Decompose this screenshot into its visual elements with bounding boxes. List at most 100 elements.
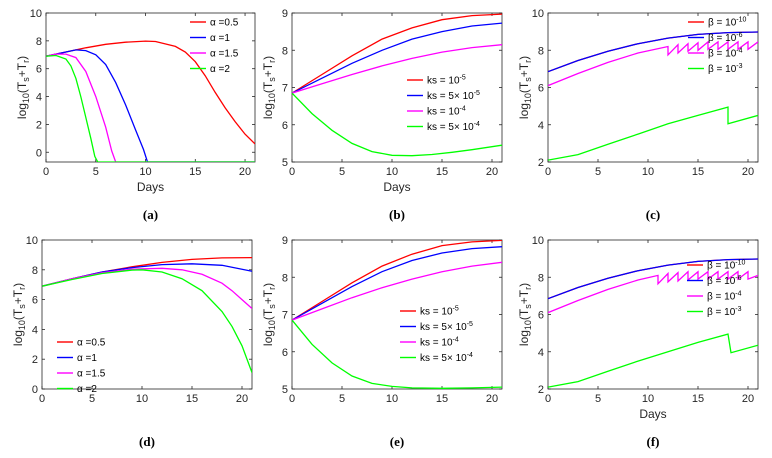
y-tick-label: 7 — [282, 310, 288, 322]
series-line-3 — [46, 53, 255, 162]
panel-label: (e) — [390, 434, 404, 449]
legend: α =0.5 α =1 α =1.5 α =2 — [57, 338, 106, 395]
x-tick-label: 0 — [545, 393, 551, 405]
x-tick-label: 5 — [89, 393, 95, 405]
y-axis-label: log10(Ts+Tr) — [261, 283, 277, 346]
axes-box — [291, 12, 503, 163]
series-line-2 — [548, 31, 758, 73]
x-tick-label: 15 — [436, 393, 448, 405]
x-axis-label: Days — [639, 407, 666, 421]
series-line-2 — [46, 49, 255, 162]
y-tick-label: 0 — [32, 384, 38, 396]
x-tick-label: 5 — [595, 166, 601, 178]
y-tick-label: 9 — [282, 8, 288, 20]
legend-entry: α =2 — [210, 64, 230, 75]
y-axis-label: log10(Ts+Tr) — [517, 56, 533, 119]
x-tick-label: 15 — [186, 393, 198, 405]
series-line-4 — [292, 319, 502, 389]
y-tick-label: 2 — [36, 119, 42, 131]
panel-label: (a) — [143, 207, 158, 222]
panel-label: (d) — [139, 434, 155, 449]
axes-box — [41, 239, 253, 390]
y-tick-label: 8 — [32, 265, 38, 277]
y-tick-label: 4 — [538, 120, 544, 132]
panel-label: (f) — [647, 434, 660, 449]
y-tick-label: 10 — [532, 235, 544, 247]
y-axis-label: log10(Ts+Tr) — [11, 283, 27, 346]
x-tick-label: 0 — [289, 393, 295, 405]
y-tick-label: 5 — [282, 157, 288, 169]
legend-entry: α =1 — [77, 353, 97, 364]
series-line-1 — [292, 13, 502, 94]
y-axis-label: log10(Ts+Tr) — [261, 56, 277, 119]
y-tick-label: 4 — [36, 92, 42, 104]
series-line-3 — [292, 261, 502, 321]
legend-entry: α =1.5 — [210, 49, 239, 60]
legend: α =0.5 α =1 α =1.5 α =2 — [190, 18, 239, 75]
series-line-2 — [292, 246, 502, 321]
series-line-2 — [548, 258, 758, 300]
series-line-4 — [292, 92, 502, 157]
x-tick-label: 5 — [93, 166, 99, 178]
legend-entry: α =0.5 — [77, 338, 106, 349]
x-tick-label: 20 — [239, 166, 251, 178]
x-tick-label: 0 — [43, 166, 49, 178]
x-tick-label: 10 — [386, 393, 398, 405]
x-tick-label: 10 — [136, 393, 148, 405]
x-tick-label: 0 — [39, 393, 45, 405]
legend-entry: β = 10-10 — [708, 17, 747, 29]
legend-entry: ks = 5× 10-5 — [427, 90, 480, 102]
x-tick-label: 20 — [486, 166, 498, 178]
x-tick-label: 0 — [545, 166, 551, 178]
y-tick-label: 7 — [282, 83, 288, 95]
legend-entry: ks = 10-5 — [420, 306, 459, 318]
y-tick-label: 6 — [32, 295, 38, 307]
x-tick-label: 15 — [436, 166, 448, 178]
x-tick-label: 20 — [742, 166, 754, 178]
x-tick-label: 15 — [692, 166, 704, 178]
y-tick-label: 6 — [538, 83, 544, 95]
axes-box — [291, 239, 503, 390]
legend-entry: β = 10-10 — [707, 260, 746, 272]
y-tick-label: 10 — [26, 235, 38, 247]
legend-entry: ks = 5× 10-5 — [420, 321, 473, 333]
x-tick-label: 10 — [642, 393, 654, 405]
series-line-1 — [46, 40, 255, 145]
y-tick-label: 6 — [282, 347, 288, 359]
y-axis-label: log10(Ts+Tr) — [517, 283, 533, 346]
series-line-3 — [548, 40, 758, 87]
panel-label: (c) — [646, 207, 660, 222]
y-tick-label: 6 — [282, 120, 288, 132]
x-tick-label: 10 — [642, 166, 654, 178]
legend: β = 10-10 β = 10-6 β = 10-4 β = 10-3 — [687, 260, 746, 318]
y-tick-label: 2 — [538, 157, 544, 169]
y-tick-label: 8 — [36, 36, 42, 48]
legend: ks = 10-5 ks = 5× 10-5 ks = 10-4 ks = 5× 10… — [400, 306, 473, 364]
y-tick-label: 4 — [538, 347, 544, 359]
legend-entry: α =1 — [210, 33, 230, 44]
legend-entry: ks = 10-5 — [427, 75, 466, 87]
series-line-1 — [292, 240, 502, 321]
x-tick-label: 0 — [289, 166, 295, 178]
x-tick-label: 10 — [139, 166, 151, 178]
series-line-4 — [46, 54, 255, 162]
y-tick-label: 10 — [30, 8, 42, 20]
y-tick-label: 4 — [32, 324, 38, 336]
legend-entry: α =1.5 — [77, 369, 106, 380]
series-line-4 — [548, 333, 758, 388]
y-tick-label: 0 — [36, 147, 42, 159]
legend-entry: β = 10-3 — [707, 306, 742, 318]
series-line-4 — [548, 106, 758, 161]
legend-entry: β = 10-4 — [708, 48, 743, 60]
legend-entry: β = 10-6 — [707, 275, 742, 287]
y-axis-label: log10(Ts+Tr) — [15, 56, 31, 119]
y-tick-label: 8 — [538, 45, 544, 57]
x-tick-label: 20 — [486, 393, 498, 405]
x-tick-label: 20 — [236, 393, 248, 405]
